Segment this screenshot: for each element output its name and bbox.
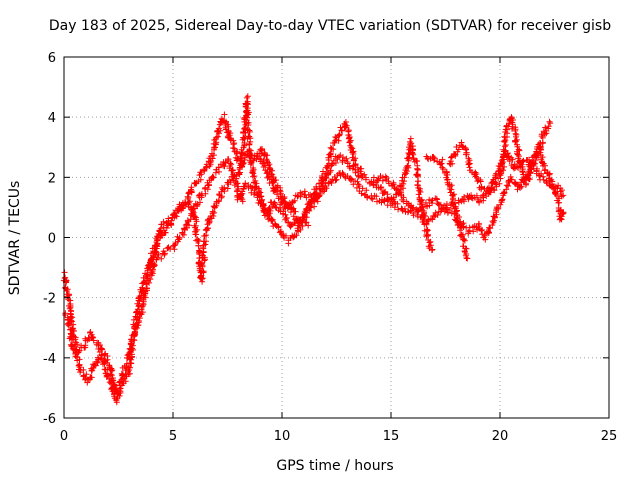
x-tick-label: 20 bbox=[492, 429, 509, 444]
x-tick-label: 10 bbox=[274, 429, 291, 444]
data-point-markers bbox=[144, 93, 312, 285]
y-tick-label: -6 bbox=[43, 412, 56, 427]
grid-lines bbox=[64, 57, 609, 418]
data-points bbox=[60, 93, 567, 406]
x-tick-label: 0 bbox=[60, 429, 68, 444]
x-tick-label: 5 bbox=[169, 429, 177, 444]
data-point-markers bbox=[423, 153, 471, 262]
y-tick-label: -4 bbox=[43, 352, 56, 367]
x-axis-ticks: 0 5 10 15 20 25 bbox=[60, 57, 617, 444]
satellite-track-3 bbox=[144, 93, 312, 285]
x-tick-label: 15 bbox=[383, 429, 400, 444]
x-axis-label: GPS time / hours bbox=[276, 458, 393, 474]
satellite-track-9 bbox=[446, 114, 567, 223]
y-tick-label: 4 bbox=[48, 111, 56, 126]
data-point-markers bbox=[60, 111, 234, 406]
data-point-markers bbox=[446, 114, 567, 223]
satellite-track-1 bbox=[60, 111, 234, 406]
y-axis-ticks: -6 -4 -2 0 2 4 6 bbox=[43, 51, 609, 427]
y-tick-label: 0 bbox=[48, 232, 56, 247]
y-tick-label: 6 bbox=[48, 51, 56, 66]
y-axis-label: SDTVAR / TECUs bbox=[7, 181, 23, 296]
data-point-markers bbox=[62, 156, 246, 398]
satellite-track-2 bbox=[62, 156, 246, 398]
chart-title: Day 183 of 2025, Sidereal Day-to-day VTE… bbox=[49, 18, 611, 34]
y-tick-label: 2 bbox=[48, 171, 56, 186]
y-tick-label: -2 bbox=[43, 292, 56, 307]
x-tick-label: 25 bbox=[601, 429, 618, 444]
satellite-track-8 bbox=[423, 153, 471, 262]
